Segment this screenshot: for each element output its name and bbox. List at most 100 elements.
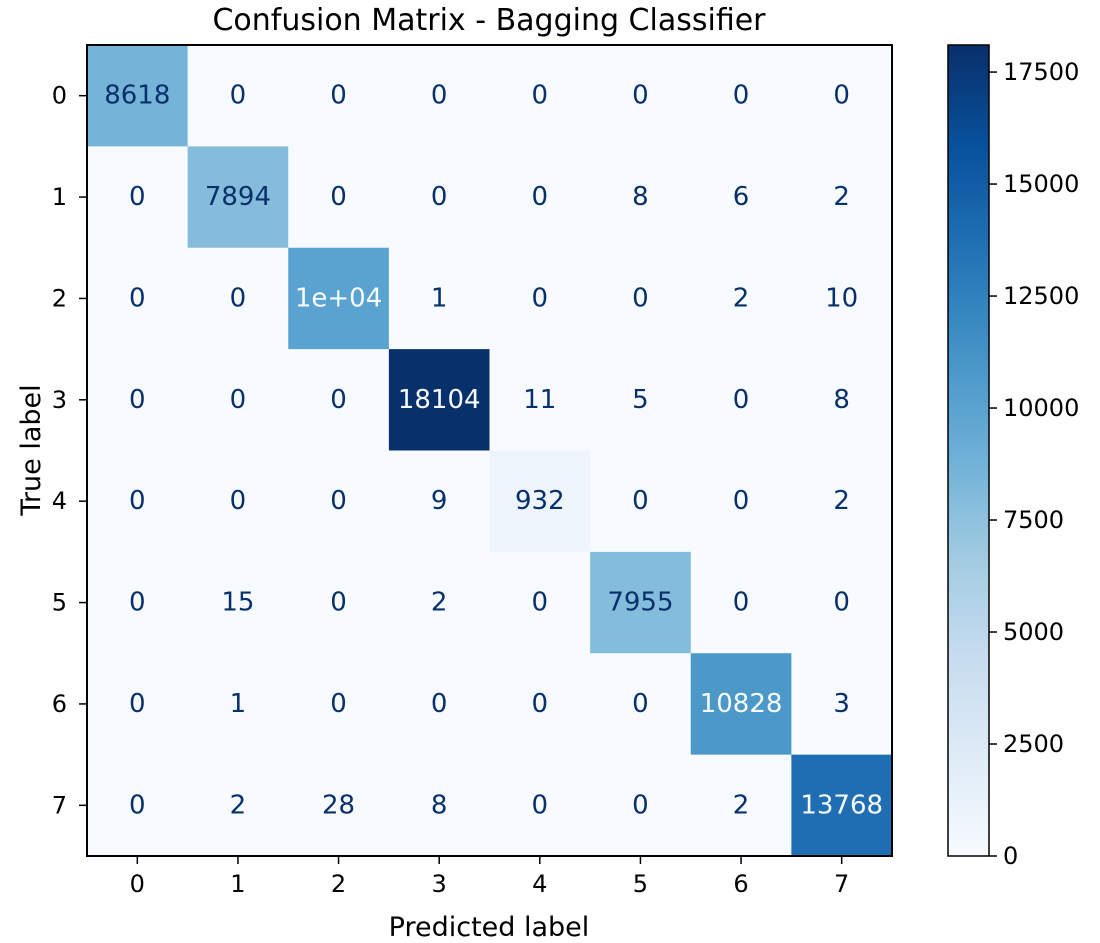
heatmap-cell-r3-c7 xyxy=(791,349,893,451)
heatmap-cell-r5-c2 xyxy=(288,551,390,654)
heatmap-cell-r4-c3 xyxy=(388,450,490,553)
cell-label-r1-c6: 6 xyxy=(733,182,750,212)
cell-label-r6-c1: 1 xyxy=(230,689,247,719)
heatmap-cell-r0-c0 xyxy=(87,45,189,147)
heatmap-cell-r5-c3 xyxy=(388,551,490,654)
cell-label-r6-c2: 0 xyxy=(330,689,347,719)
cell-label-r3-c5: 5 xyxy=(632,385,649,415)
y-tick-label-6: 6 xyxy=(52,690,67,718)
cell-label-r0-c3: 0 xyxy=(431,81,448,111)
heatmap-cell-r6-c4 xyxy=(489,653,591,756)
heatmap-cell-r7-c5 xyxy=(590,754,692,857)
heatmap-cell-r0-c4 xyxy=(489,45,591,147)
x-tick-label-7: 7 xyxy=(834,870,849,898)
cell-label-r0-c6: 0 xyxy=(733,81,750,111)
heatmap-cell-r6-c2 xyxy=(288,653,390,756)
heatmap-cell-r1-c5 xyxy=(590,146,692,249)
heatmap-cell-r4-c7 xyxy=(791,450,893,553)
cell-label-r0-c0: 8618 xyxy=(104,81,170,111)
x-tick-label-2: 2 xyxy=(331,870,346,898)
heatmap-cell-r7-c0 xyxy=(87,754,189,857)
heatmap-cell-r7-c2 xyxy=(288,754,390,857)
heatmap-cell-r4-c2 xyxy=(288,450,390,553)
cell-label-r3-c6: 0 xyxy=(733,385,750,415)
cell-label-r3-c1: 0 xyxy=(230,385,247,415)
y-axis-ticks: 0 1 2 3 4 5 6 7 xyxy=(52,82,87,819)
cell-label-r4-c7: 2 xyxy=(833,486,850,516)
cell-label-r7-c0: 0 xyxy=(129,790,146,820)
heatmap-cell-r7-c7 xyxy=(791,754,893,857)
cell-label-r7-c3: 8 xyxy=(431,790,448,820)
cell-label-r5-c7: 0 xyxy=(833,588,850,618)
cell-label-r6-c7: 3 xyxy=(833,689,850,719)
cell-label-r1-c2: 0 xyxy=(330,182,347,212)
cell-label-r7-c7: 13768 xyxy=(800,790,883,820)
heatmap-cell-r7-c4 xyxy=(489,754,591,857)
cell-label-r1-c3: 0 xyxy=(431,182,448,212)
cell-label-r5-c4: 0 xyxy=(532,588,549,618)
cell-label-r0-c2: 0 xyxy=(330,81,347,111)
heatmap-cell-r0-c6 xyxy=(690,45,792,147)
cell-label-r2-c1: 0 xyxy=(230,283,247,313)
colorbar-tick-label-7: 17500 xyxy=(1003,58,1079,86)
cell-label-r6-c0: 0 xyxy=(129,689,146,719)
y-tick-label-0: 0 xyxy=(52,82,67,110)
cell-label-r4-c1: 0 xyxy=(230,486,247,516)
cell-label-r3-c7: 8 xyxy=(833,385,850,415)
heatmap-cell-r2-c3 xyxy=(388,247,490,350)
cell-label-r1-c5: 8 xyxy=(632,182,649,212)
heatmap-cell-r4-c1 xyxy=(187,450,289,553)
heatmap-cell-r1-c1 xyxy=(187,146,289,249)
cell-label-r6-c3: 0 xyxy=(431,689,448,719)
cell-label-r2-c3: 1 xyxy=(431,283,448,313)
heatmap-cell-r4-c4 xyxy=(489,450,591,553)
cell-label-r6-c4: 0 xyxy=(532,689,549,719)
cell-label-r3-c0: 0 xyxy=(129,385,146,415)
chart-title: Confusion Matrix - Bagging Classifier xyxy=(212,3,766,38)
heatmap-cell-r2-c1 xyxy=(187,247,289,350)
heatmap-cell-r2-c7 xyxy=(791,247,893,350)
colorbar xyxy=(947,44,990,857)
heatmap-cell-r1-c0 xyxy=(87,146,189,249)
colorbar-tick-label-2: 5000 xyxy=(1003,618,1064,646)
heatmap-cell-r4-c6 xyxy=(690,450,792,553)
cell-label-r2-c0: 0 xyxy=(129,283,146,313)
cell-label-r5-c0: 0 xyxy=(129,588,146,618)
cell-label-r2-c6: 2 xyxy=(733,283,750,313)
heatmap-cell-r7-c6 xyxy=(690,754,792,857)
cell-label-r3-c3: 18104 xyxy=(398,385,481,415)
x-tick-label-1: 1 xyxy=(230,870,245,898)
cell-label-r7-c6: 2 xyxy=(733,790,750,820)
colorbar-tick-label-0: 0 xyxy=(1003,842,1018,870)
cell-label-r1-c0: 0 xyxy=(129,182,146,212)
colorbar-tick-label-6: 15000 xyxy=(1003,170,1079,198)
colorbar-tick-label-1: 2500 xyxy=(1003,730,1064,758)
y-tick-label-1: 1 xyxy=(52,183,67,211)
y-tick-label-3: 3 xyxy=(52,386,67,414)
y-axis-label: True label xyxy=(16,384,47,516)
cell-label-r0-c4: 0 xyxy=(532,81,549,111)
y-tick-label-4: 4 xyxy=(52,487,67,515)
cell-label-r4-c3: 9 xyxy=(431,486,448,516)
heatmap-cell-r5-c4 xyxy=(489,551,591,654)
heatmap-cell-r5-c7 xyxy=(791,551,893,654)
y-tick-label-2: 2 xyxy=(52,284,67,312)
heatmap-cell-r0-c3 xyxy=(388,45,490,147)
cell-label-r7-c5: 0 xyxy=(632,790,649,820)
colorbar-ticks: 0 2500 5000 7500 10000 12500 15000 17500 xyxy=(989,58,1079,870)
heatmap-cells xyxy=(87,45,893,857)
cell-label-r3-c4: 11 xyxy=(523,385,556,415)
cell-label-r4-c2: 0 xyxy=(330,486,347,516)
heatmap-cell-r5-c1 xyxy=(187,551,289,654)
x-tick-label-5: 5 xyxy=(633,870,648,898)
heatmap-cell-r6-c1 xyxy=(187,653,289,756)
heatmap-cell-r3-c3 xyxy=(388,349,490,451)
heatmap-cell-r0-c2 xyxy=(288,45,390,147)
x-tick-label-3: 3 xyxy=(432,870,447,898)
heatmap-cell-r1-c7 xyxy=(791,146,893,249)
cell-label-r6-c5: 0 xyxy=(632,689,649,719)
heatmap-cell-r0-c7 xyxy=(791,45,893,147)
cell-label-r1-c7: 2 xyxy=(833,182,850,212)
heatmap-cell-r2-c0 xyxy=(87,247,189,350)
